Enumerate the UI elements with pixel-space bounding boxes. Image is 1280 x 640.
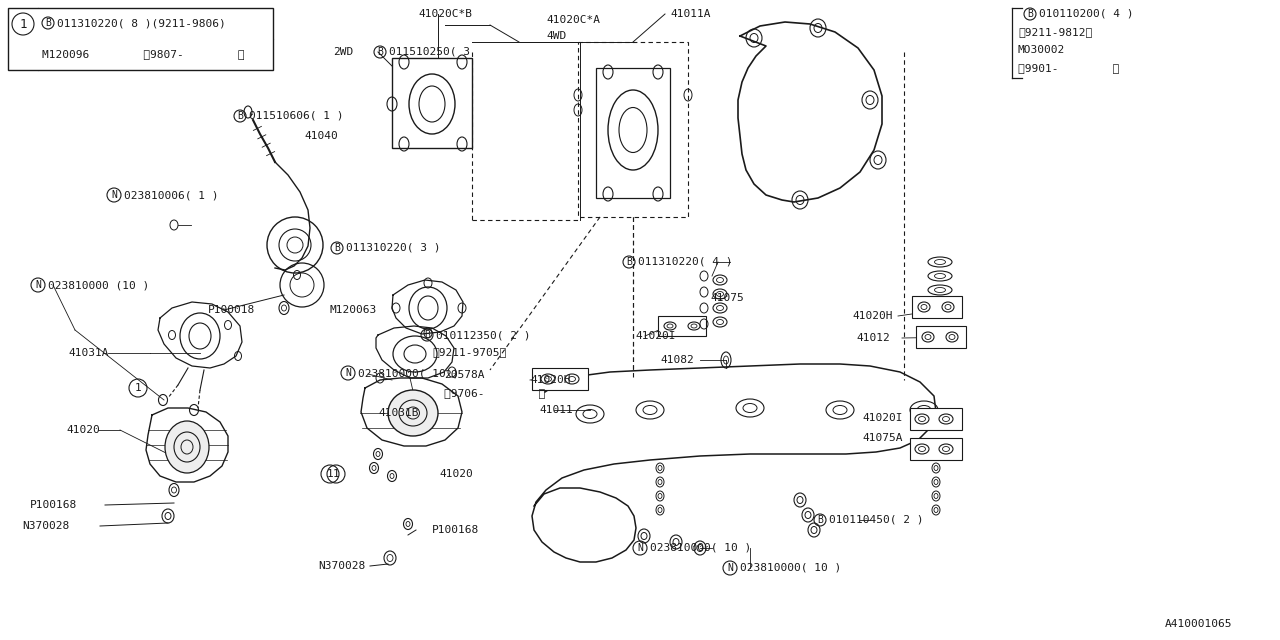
- Text: 2WD: 2WD: [333, 47, 353, 57]
- Text: B: B: [817, 515, 823, 525]
- Text: N: N: [111, 190, 116, 200]
- Text: 010112350( 2 ): 010112350( 2 ): [436, 330, 530, 340]
- Text: N370028: N370028: [317, 561, 365, 571]
- Text: 023810000( 10 ): 023810000( 10 ): [740, 563, 841, 573]
- Text: B: B: [237, 111, 243, 121]
- Text: 41075A: 41075A: [861, 433, 902, 443]
- Text: 023810000 (10 ): 023810000 (10 ): [49, 280, 150, 290]
- Text: 1: 1: [326, 469, 333, 479]
- Text: 41020C*B: 41020C*B: [419, 9, 472, 19]
- Bar: [658, 316, 707, 336]
- Text: 41020C*A: 41020C*A: [547, 15, 600, 25]
- Text: 011310220( 3 ): 011310220( 3 ): [346, 243, 440, 253]
- Text: 010110200( 4 ): 010110200( 4 ): [1039, 9, 1134, 19]
- Text: 〲9901-        〳: 〲9901- 〳: [1018, 63, 1119, 73]
- Text: B: B: [1027, 9, 1033, 19]
- Bar: [910, 408, 963, 430]
- Bar: [596, 68, 669, 198]
- Text: 1: 1: [134, 383, 141, 393]
- Text: 41075: 41075: [710, 293, 744, 303]
- Text: 41031B: 41031B: [378, 408, 419, 418]
- Text: N: N: [35, 280, 41, 290]
- Text: 41020I: 41020I: [861, 413, 902, 423]
- Bar: [392, 58, 472, 148]
- Text: A410001065: A410001065: [1165, 619, 1233, 629]
- Text: 41040: 41040: [305, 131, 338, 141]
- Bar: [910, 438, 963, 460]
- Text: 011510606( 1 ): 011510606( 1 ): [250, 111, 343, 121]
- Text: 023810000( 10 ): 023810000( 10 ): [650, 543, 751, 553]
- Ellipse shape: [165, 421, 209, 473]
- Text: N370028: N370028: [22, 521, 69, 531]
- Bar: [8, 8, 273, 70]
- Text: 41082: 41082: [660, 355, 694, 365]
- Text: M120063: M120063: [330, 305, 378, 315]
- Text: 41020: 41020: [67, 425, 100, 435]
- Text: B: B: [45, 18, 51, 28]
- Text: 41020H: 41020H: [852, 311, 892, 321]
- Text: N: N: [727, 563, 733, 573]
- Text: 〲9706-        〳: 〲9706- 〳: [444, 388, 545, 398]
- Text: B: B: [378, 47, 383, 57]
- Text: B: B: [334, 243, 340, 253]
- Text: P100168: P100168: [433, 525, 479, 535]
- Text: N: N: [346, 368, 351, 378]
- Text: 20578A: 20578A: [444, 370, 485, 380]
- Text: を9211-9812ん: を9211-9812ん: [1018, 27, 1092, 37]
- Text: を9211-9705ん: を9211-9705ん: [433, 347, 507, 357]
- Text: B: B: [424, 330, 430, 340]
- Ellipse shape: [388, 390, 438, 436]
- Text: MO30002: MO30002: [1018, 45, 1065, 55]
- Bar: [532, 368, 588, 390]
- Text: 41031A: 41031A: [68, 348, 109, 358]
- Text: 023810006( 1 ): 023810006( 1 ): [124, 190, 219, 200]
- Text: 41020I: 41020I: [635, 331, 676, 341]
- Text: 011310220( 8 )(9211-9806): 011310220( 8 )(9211-9806): [58, 18, 225, 28]
- Text: 1: 1: [19, 17, 27, 31]
- Text: N: N: [637, 543, 643, 553]
- Text: 023810000( 10 ): 023810000( 10 ): [358, 368, 460, 378]
- Text: B: B: [626, 257, 632, 267]
- Text: 011510250( 3: 011510250( 3: [389, 47, 470, 57]
- Text: P100018: P100018: [207, 305, 255, 315]
- Text: 011310220( 4 ): 011310220( 4 ): [637, 257, 732, 267]
- Text: 41020H: 41020H: [530, 375, 571, 385]
- Text: M120096        を9807-        ん: M120096 を9807- ん: [42, 49, 244, 59]
- Text: 1: 1: [333, 469, 339, 479]
- Text: 4WD: 4WD: [547, 31, 566, 41]
- Text: 41012: 41012: [856, 333, 890, 343]
- Text: 010110450( 2 ): 010110450( 2 ): [829, 515, 923, 525]
- Bar: [579, 42, 689, 217]
- Text: 41011: 41011: [539, 405, 572, 415]
- Text: 41011A: 41011A: [669, 9, 710, 19]
- Text: 41020: 41020: [439, 469, 472, 479]
- Bar: [911, 296, 963, 318]
- Bar: [916, 326, 966, 348]
- Text: P100168: P100168: [29, 500, 77, 510]
